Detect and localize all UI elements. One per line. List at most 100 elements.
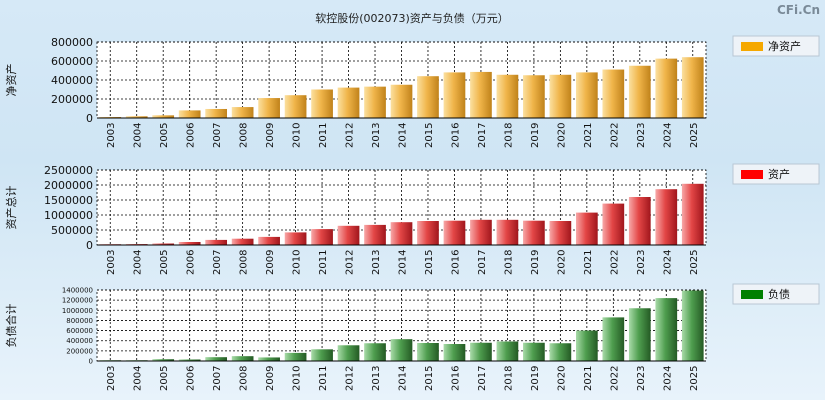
- x-tick-label: 2006: [186, 366, 197, 391]
- bar-net-assets-2014: [390, 84, 413, 118]
- x-tick-label: 2018: [503, 123, 514, 148]
- y-tick-label: 400000: [51, 74, 93, 87]
- legend-liabilities: 负债: [732, 283, 820, 305]
- x-tick-label: 2021: [583, 123, 594, 148]
- y-axis-label: 资产总计: [4, 186, 18, 230]
- y-tick-label: 200000: [66, 347, 93, 355]
- y-tick-label: 2000000: [44, 179, 93, 192]
- x-tick-label: 2007: [212, 250, 223, 275]
- brand-watermark: CFi.Cn: [777, 3, 820, 17]
- x-tick-label: 2018: [503, 250, 514, 275]
- y-tick-label: 400000: [66, 337, 93, 345]
- bar-net-assets-2006: [178, 110, 201, 118]
- bar-liabilities-2014: [390, 339, 413, 361]
- x-tick-label: 2016: [450, 366, 461, 391]
- bar-liabilities-2023: [628, 308, 651, 361]
- x-tick-label: 2017: [477, 123, 488, 148]
- x-tick-label: 2019: [530, 250, 541, 275]
- bar-total-assets-2018: [496, 219, 519, 245]
- bar-liabilities-2024: [655, 298, 678, 361]
- x-tick-label: 2020: [556, 123, 567, 148]
- bar-liabilities-2008: [231, 356, 254, 361]
- x-tick-label: 2004: [133, 366, 144, 391]
- bar-total-assets-2023: [628, 197, 651, 245]
- x-tick-label: 2021: [583, 366, 594, 391]
- x-tick-label: 2003: [106, 123, 117, 148]
- x-tick-label: 2013: [371, 366, 382, 391]
- bar-total-assets-2006: [178, 242, 201, 245]
- bar-net-assets-2013: [364, 86, 386, 118]
- bar-net-assets-2025: [681, 57, 704, 118]
- x-tick-label: 2012: [345, 123, 356, 148]
- bar-net-assets-2008: [231, 107, 254, 118]
- legend-label: 资产: [768, 167, 790, 181]
- x-tick-label: 2012: [345, 366, 356, 391]
- x-tick-label: 2006: [186, 250, 197, 275]
- y-tick-label: 0: [89, 358, 93, 366]
- y-tick-label: 1400000: [62, 287, 93, 295]
- x-tick-label: 2007: [212, 123, 223, 148]
- x-tick-label: 2025: [689, 123, 700, 148]
- bar-liabilities-2016: [443, 344, 466, 361]
- y-tick-label: 1500000: [44, 194, 93, 207]
- bar-total-assets-2009: [258, 236, 280, 245]
- x-tick-label: 2024: [662, 366, 673, 391]
- x-tick-label: 2008: [239, 250, 250, 275]
- y-tick-label: 1200000: [62, 297, 93, 305]
- x-tick-label: 2015: [424, 123, 435, 148]
- y-tick-label: 200000: [51, 93, 93, 106]
- x-tick-label: 2007: [212, 366, 223, 391]
- x-tick-label: 2013: [371, 250, 382, 275]
- y-tick-label: 600000: [51, 55, 93, 68]
- y-tick-label: 800000: [66, 317, 93, 325]
- bar-total-assets-2011: [311, 229, 333, 245]
- bar-net-assets-2010: [284, 95, 307, 118]
- x-tick-label: 2019: [530, 366, 541, 391]
- bar-net-assets-2022: [602, 69, 625, 118]
- x-tick-label: 2009: [265, 366, 276, 391]
- chart-panels: 0 200000 400000 600000 800000 2003 2004 2005 200…: [4, 35, 820, 391]
- bar-net-assets-2012: [337, 87, 360, 118]
- y-tick-label: 800000: [51, 36, 93, 49]
- x-tick-label: 2005: [159, 123, 170, 148]
- x-tick-label: 2013: [371, 123, 382, 148]
- x-tick-label: 2004: [133, 250, 144, 275]
- y-axis-label: 负债合计: [4, 304, 18, 348]
- bar-total-assets-2022: [602, 203, 625, 245]
- legend-net-assets: 净资产: [732, 35, 820, 57]
- bar-total-assets-2016: [443, 220, 466, 245]
- bar-total-assets-2008: [231, 238, 254, 245]
- x-tick-label: 2023: [636, 123, 647, 148]
- bar-total-assets-2019: [523, 220, 545, 245]
- x-tick-label: 2009: [265, 250, 276, 275]
- x-tick-label: 2016: [450, 123, 461, 148]
- bar-net-assets-2007: [205, 108, 228, 118]
- x-tick-label: 2005: [159, 250, 170, 275]
- panel-total-assets: 0 500000 1000000 1500000 2000000 2500000 2003 2…: [4, 163, 820, 275]
- x-tick-label: 2014: [398, 123, 409, 148]
- x-tick-label: 2009: [265, 123, 276, 148]
- x-tick-label: 2017: [477, 250, 488, 275]
- x-tick-label: 2003: [106, 366, 117, 391]
- x-tick-label: 2020: [556, 366, 567, 391]
- legend-swatch: [741, 170, 763, 179]
- bar-liabilities-2011: [311, 349, 333, 361]
- x-tick-label: 2022: [609, 250, 620, 275]
- x-tick-label: 2025: [689, 366, 700, 391]
- x-tick-label: 2010: [292, 250, 303, 275]
- bar-liabilities-2019: [523, 342, 545, 361]
- bar-total-assets-2025: [681, 183, 704, 245]
- bar-net-assets-2021: [575, 72, 598, 118]
- legend-swatch: [741, 42, 763, 51]
- bar-net-assets-2011: [311, 89, 333, 118]
- panel-liabilities: 0 200000 400000 600000 800000 1000000 1200000 1…: [4, 283, 820, 391]
- bar-net-assets-2005: [152, 115, 175, 118]
- bar-liabilities-2021: [575, 330, 598, 361]
- bar-total-assets-2010: [284, 232, 307, 245]
- bar-total-assets-2015: [417, 221, 439, 245]
- bar-liabilities-2018: [496, 341, 519, 361]
- x-tick-label: 2008: [239, 123, 250, 148]
- bar-liabilities-2015: [417, 342, 439, 361]
- x-tick-label: 2022: [609, 366, 620, 391]
- x-tick-label: 2023: [636, 250, 647, 275]
